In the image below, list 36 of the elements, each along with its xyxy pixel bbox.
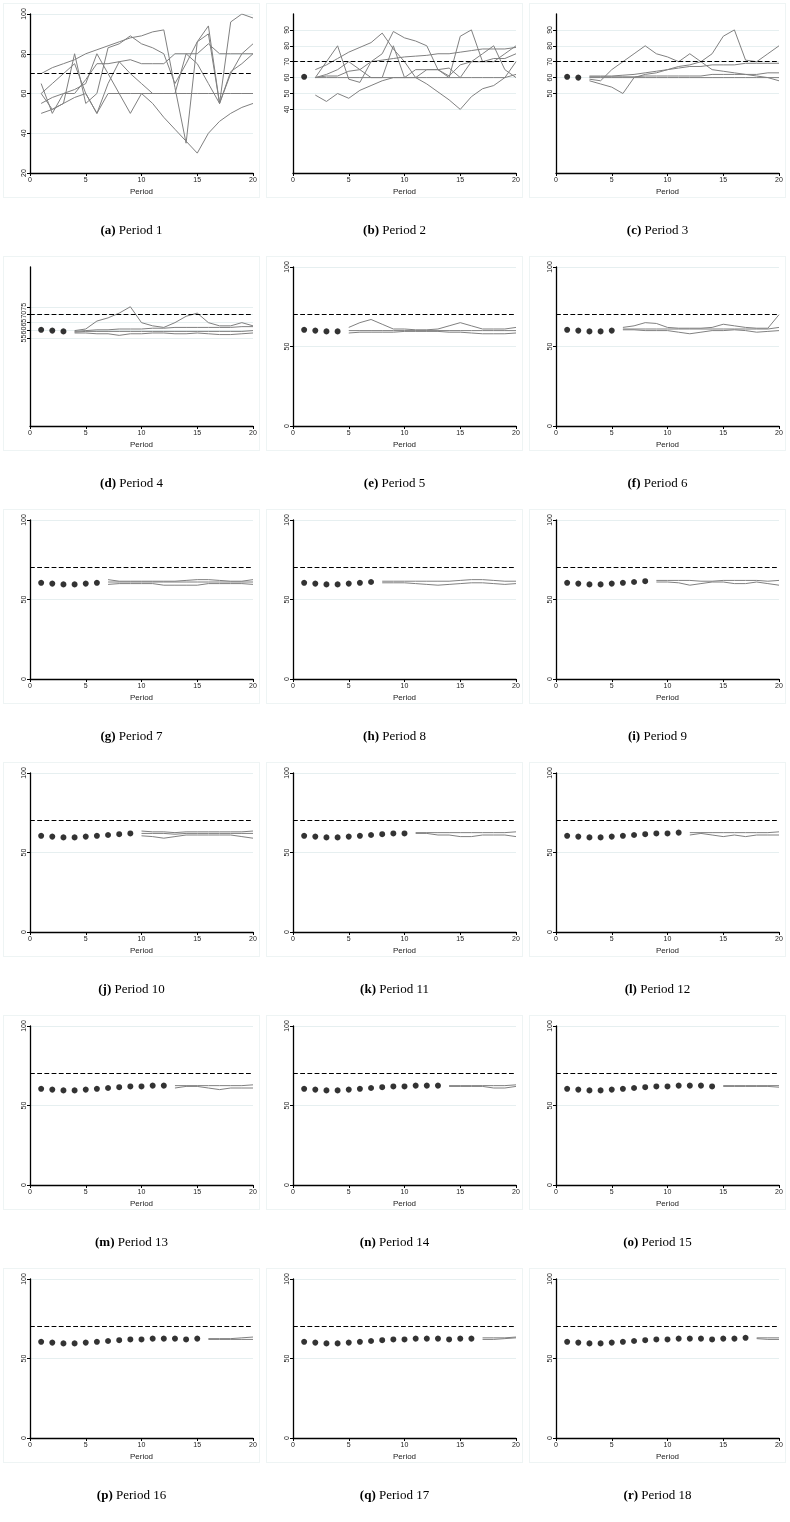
x-axis-title: Period <box>655 1452 680 1462</box>
text: (m) Period 13 <box>95 1234 168 1249</box>
x-axis-title: Period <box>129 946 154 956</box>
x-axis-title: Period <box>655 187 680 197</box>
text: (h) Period 8 <box>363 728 426 743</box>
text: (e) Period 5 <box>363 475 426 490</box>
x-axis-title: Period <box>129 1452 154 1462</box>
text: (i) Period 9 <box>627 728 688 743</box>
text: (f) Period 6 <box>627 475 688 490</box>
x-axis-title: Period <box>129 187 154 197</box>
text: (k) Period 11 <box>360 981 429 996</box>
text: (c) Period 3 <box>626 222 689 237</box>
x-axis-title: Period <box>129 1199 154 1209</box>
x-axis-title: Period <box>655 693 680 703</box>
text: (l) Period 12 <box>624 981 691 996</box>
text: (r) Period 18 <box>623 1487 692 1502</box>
x-axis-title: Period <box>392 1199 417 1209</box>
text: (q) Period 17 <box>359 1487 430 1502</box>
text: (o) Period 15 <box>623 1234 692 1249</box>
x-axis-title: Period <box>392 946 417 956</box>
text: (g) Period 7 <box>100 728 164 743</box>
x-axis-title: Period <box>655 946 680 956</box>
text: (j) Period 10 <box>98 981 165 996</box>
x-axis-title: Period <box>392 440 417 450</box>
x-axis-title: Period <box>392 693 417 703</box>
text: (a) Period 1 <box>100 222 163 237</box>
text: (p) Period 16 <box>96 1487 167 1502</box>
x-axis-title: Period <box>655 440 680 450</box>
x-axis-title: Period <box>392 187 417 197</box>
text: (b) Period 2 <box>363 222 426 237</box>
x-axis-title: Period <box>129 440 154 450</box>
x-axis-title: Period <box>129 693 154 703</box>
x-axis-title: Period <box>655 1199 680 1209</box>
text: (n) Period 14 <box>359 1234 430 1249</box>
text: (d) Period 4 <box>100 475 164 490</box>
x-axis-title: Period <box>392 1452 417 1462</box>
